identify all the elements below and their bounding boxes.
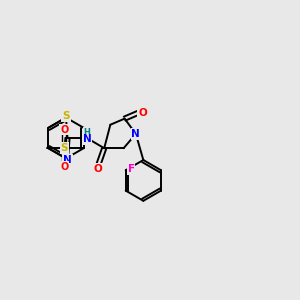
Text: N: N — [63, 155, 72, 165]
Text: S: S — [61, 143, 68, 153]
Text: O: O — [60, 124, 68, 135]
Text: N: N — [82, 134, 91, 145]
Text: O: O — [138, 107, 147, 118]
Text: S: S — [62, 111, 70, 121]
Text: H: H — [83, 128, 90, 137]
Text: O: O — [94, 164, 103, 173]
Text: O: O — [60, 162, 68, 172]
Text: N: N — [131, 129, 140, 139]
Text: F: F — [128, 164, 135, 174]
